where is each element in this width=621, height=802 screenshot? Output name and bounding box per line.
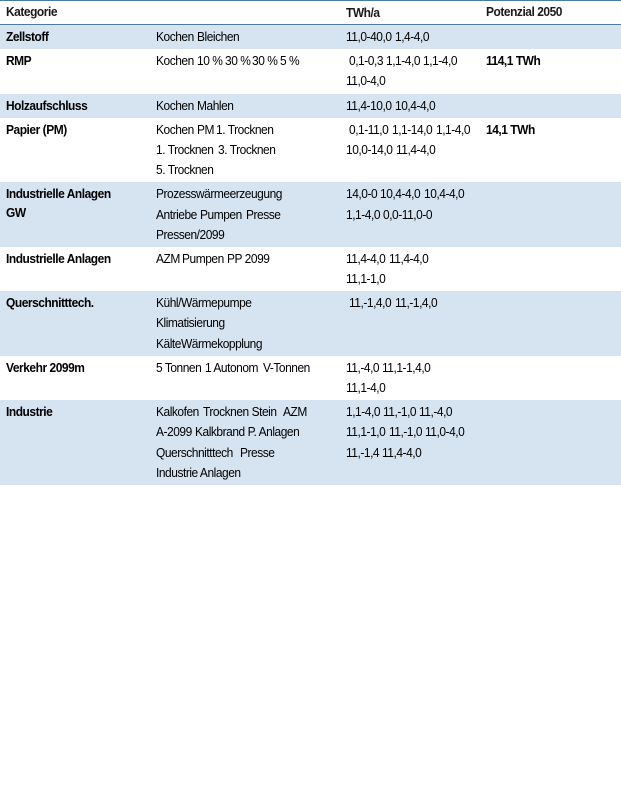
subcategory-label: 3. Trocknen	[218, 140, 275, 160]
data-table: Kategorie TWh/a Potenzial 2050 Zellstoff…	[0, 0, 621, 485]
category-label: Papier (PM)	[6, 121, 67, 139]
table-group-row: Holzaufschluss KochenMahlen 11,4-10,010,4-…	[0, 94, 621, 118]
value-label: 14,0-0	[346, 184, 377, 204]
table-group-row: Papier (PM) KochenPM1. Trocknen1. Trockne…	[0, 118, 621, 183]
header-row: Kategorie TWh/a Potenzial 2050	[0, 1, 621, 25]
value-label: 11,0-4,0	[425, 422, 464, 442]
subcategory-label: Kalkbrand P. Anlagen	[195, 422, 299, 442]
category-label: Industrielle Anlagen	[6, 250, 111, 268]
value-label: 11,1-4,0	[346, 378, 385, 398]
category-label: Zellstoff	[6, 28, 48, 46]
subcategory-label: Antriebe	[156, 205, 197, 225]
value-label: 11,4-4,0	[396, 140, 435, 160]
value-label: 11,4-10,0	[346, 96, 392, 116]
subcategory-label: Trocknen Stein	[203, 402, 277, 422]
table-body: ZellstoffKochenBleichen11,0-40,01,4-4,0R…	[0, 25, 621, 485]
value-label: 10,4-4,0	[424, 184, 464, 204]
subcategory-label: Klimatisierung	[156, 313, 225, 333]
subcategory-label: 1. Trocknen	[156, 140, 213, 160]
value-label: 10,0-14,0	[346, 140, 392, 160]
subcategory-label: Presse	[240, 443, 274, 463]
value-label: 10,4-4,0	[380, 184, 420, 204]
subcategory-label: 30 %	[252, 51, 277, 71]
subcategory-label: Kühl/Wärmepumpe	[156, 293, 251, 313]
value-label: 11,-4,0	[419, 402, 452, 422]
subcategory-label: Mahlen	[197, 96, 233, 116]
value-label: 11,0-4,0	[346, 71, 385, 91]
table-group-row: Zellstoff KochenBleichen 11,0-40,01,4-4,0	[0, 25, 621, 50]
value-label: 11,-1,0	[383, 402, 416, 422]
value-label: 11,-4,0	[346, 358, 379, 378]
value-label: 1,1-4,0	[423, 51, 457, 71]
value-label: 11,4-4,0	[346, 249, 385, 269]
subcategory-label: Pressen/2099	[156, 225, 224, 245]
category-label: Holzaufschluss	[6, 97, 87, 115]
category-label: Querschnitttech.	[6, 294, 94, 312]
value-label: 11,4-4,0	[382, 443, 421, 463]
header-col4: Potenzial 2050	[486, 4, 562, 19]
value-label: 1,1-4,0	[436, 120, 470, 140]
value-label: 11,-1,4	[346, 443, 379, 463]
subcategory-label: PP 2099	[227, 249, 269, 269]
value-label: 11,0-40,0	[346, 27, 392, 47]
value-label: 11,-1,4,0	[395, 293, 437, 313]
note-label: 114,1 TWh	[486, 52, 540, 70]
value-label: 0,1-11,0	[349, 120, 388, 140]
subcategory-label: KälteWärmekopplung	[156, 334, 262, 354]
subcategory-label: 10 %	[197, 51, 222, 71]
table-group-row: Industrielle Anlagen AZMPumpenPP 2099 11,4…	[0, 247, 621, 291]
subcategory-label: Kochen	[156, 27, 194, 47]
value-label: 1,1-14,0	[392, 120, 432, 140]
table-group-row: Industrielle Anlagen GW Prozesswärmeerzeu…	[0, 182, 621, 247]
value-label: 11,-1,0	[389, 422, 422, 442]
category-label: Industrielle Anlagen GW	[6, 185, 133, 221]
table-group-row: Industrie KalkofenTrocknen Stein AZM A-2099…	[0, 400, 621, 485]
subcategory-label: 5 Tonnen	[156, 358, 201, 378]
value-label: 0,0-11,0-0	[383, 205, 432, 225]
category-label: RMP	[6, 52, 31, 70]
table-group-row: Verkehr 2099m 5 Tonnen1 AutonomV-Tonnen 11…	[0, 356, 621, 400]
subcategory-label: A-2099	[156, 422, 192, 442]
subcategory-label: 5 %	[280, 51, 299, 71]
category-label: Verkehr 2099m	[6, 359, 84, 377]
value-label: 11,4-4,0	[389, 249, 428, 269]
subcategory-label: 5. Trocknen	[156, 160, 213, 180]
subcategory-label: Kochen	[156, 51, 194, 71]
note-label: 14,1 TWh	[486, 121, 535, 139]
subcategory-label: PM	[197, 120, 214, 140]
subcategory-label: Bleichen	[197, 27, 239, 47]
header-col3: TWh/a	[346, 5, 380, 20]
value-label: 1,1-4,0	[386, 51, 420, 71]
subcategory-label: AZM	[283, 402, 307, 422]
subcategory-label: Kochen	[156, 120, 194, 140]
subcategory-label: Pumpen	[182, 249, 224, 269]
subcategory-label: Industrie Anlagen	[156, 463, 241, 483]
value-label: 1,4-4,0	[395, 27, 429, 47]
value-label: 11,1-1,0	[346, 422, 385, 442]
category-label: Industrie	[6, 403, 52, 421]
subcategory-label: Kalkofen	[156, 402, 199, 422]
subcategory-label: 1. Trocknen	[216, 120, 273, 140]
value-label: 0,1-0,3	[349, 51, 383, 71]
subcategory-label: V-Tonnen	[263, 358, 310, 378]
subcategory-label: Kochen	[156, 96, 194, 116]
value-label: 1,1-4,0	[346, 402, 380, 422]
value-label: 1,1-4,0	[346, 205, 380, 225]
subcategory-label: Presse	[246, 205, 280, 225]
subcategory-label: Prozesswärmeerzeugung	[156, 184, 282, 204]
subcategory-label: 1 Autonom	[205, 358, 258, 378]
subcategory-label: Pumpen	[200, 205, 242, 225]
table-group-row: RMPKochen10 %30 %30 %5 % 0,1-0,31,1-4,01…	[0, 49, 621, 93]
table-group-row: Querschnitttech. Kühl/WärmepumpeKlimatisi…	[0, 291, 621, 356]
subcategory-label: Querschnitttech	[156, 443, 233, 463]
header-col1: Kategorie	[6, 4, 57, 19]
subcategory-label: 30 %	[225, 51, 250, 71]
value-label: 11,1-1,4,0	[382, 358, 430, 378]
value-label: 11,-1,4,0	[349, 293, 391, 313]
value-label: 10,4-4,0	[395, 96, 435, 116]
subcategory-label: AZM	[156, 249, 180, 269]
value-label: 11,1-1,0	[346, 269, 385, 289]
